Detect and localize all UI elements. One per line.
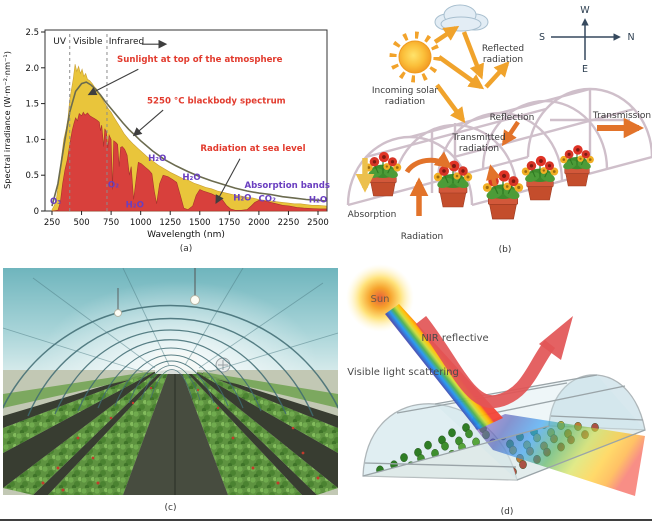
greenhouse-photo <box>3 268 338 495</box>
crop-plant <box>448 428 456 438</box>
panel-a-solar-spectrum: 250 500 750 1000 1250 1500 1750 2000 2250 2500 0 0.… <box>0 0 335 258</box>
x-tick-label: 2250 <box>278 218 300 228</box>
region-label: UV <box>53 37 67 47</box>
y-axis-label: Spectral irradiance (W·m⁻²·nm⁻¹) <box>2 51 12 189</box>
x-tick-label: 2000 <box>248 218 270 228</box>
annotation-arrow <box>215 158 241 204</box>
panel-d-nir-diagram: Sun <box>335 258 652 519</box>
y-tick-label: 2.5 <box>25 28 39 38</box>
radiation-arrows <box>355 25 645 216</box>
crop-plant <box>424 440 432 450</box>
label-nir-reflective: NIR reflective <box>421 333 488 344</box>
chart-annotation: H₂O <box>126 200 144 210</box>
chart-annotation: Sunlight at top of the atmosphere <box>117 55 283 65</box>
chart-annotation: H₂O <box>148 154 166 164</box>
label-transmitted-1: Transmitted <box>451 133 505 143</box>
compass-s: S <box>539 32 545 43</box>
blackbody-curve <box>51 81 327 207</box>
compass: W N S E <box>539 5 635 75</box>
label-reflected-2: radiation <box>483 55 523 65</box>
chart-annotation: Absorption bands <box>244 181 330 191</box>
reflection-arrow <box>501 120 520 147</box>
sun-to-roof-arrow <box>437 55 485 90</box>
caption-c: (c) <box>164 503 177 513</box>
chart-annotation: 5250 °C blackbody spectrum <box>147 97 286 107</box>
hoop-ribs <box>3 304 338 417</box>
radiation-diagram: W N S E Reflected radiation Incoming sol… <box>346 4 652 255</box>
label-radiation: Radiation <box>401 232 444 242</box>
compass-n: N <box>627 32 634 43</box>
y-tick-label: 2.0 <box>25 64 39 74</box>
inner-up-arrow <box>486 164 501 187</box>
exhaust-fan <box>215 357 231 373</box>
crop-plant <box>441 441 449 451</box>
solar-spectrum-chart: 250 500 750 1000 1250 1500 1750 2000 2250 2500 0 0.… <box>2 28 330 254</box>
hanging-lamps <box>114 268 200 317</box>
region-label: Infrared <box>109 37 145 47</box>
incoming-solar-arrow <box>435 83 466 124</box>
y-tick-label: 0.5 <box>25 171 39 181</box>
label-incoming-2: radiation <box>385 97 425 107</box>
label-transmitted-2: radiation <box>459 144 499 154</box>
y-tick-label: 0 <box>34 207 39 217</box>
compass-w: W <box>580 5 590 16</box>
x-tick-label: 1000 <box>130 218 152 228</box>
panel-b-radiation-diagram: W N S E Reflected radiation Incoming sol… <box>335 0 652 258</box>
chart-annotation: H₂O <box>233 193 251 203</box>
y-tick-label: 1.5 <box>25 100 39 110</box>
convection-arc-arrow <box>404 151 453 174</box>
x-tick-label: 1500 <box>189 218 211 228</box>
chart-annotation: O₂ <box>108 180 119 190</box>
chart-annotation: H₂O <box>309 195 327 205</box>
cloud-icon <box>434 4 489 32</box>
purlins <box>3 268 338 373</box>
annotation-arrow <box>87 68 139 96</box>
x-tick-label: 750 <box>103 218 119 228</box>
chart-annotation: H₂O <box>182 173 200 183</box>
label-absorption: Absorption <box>348 210 397 220</box>
label-visible-scattering: Visible light scattering <box>347 367 459 378</box>
x-tick-label: 2500 <box>307 218 329 228</box>
annotation-arrow <box>132 109 164 137</box>
nir-reflect-arrow <box>415 315 573 409</box>
left-wall-plants <box>3 372 147 408</box>
label-transmission: Transmission <box>592 111 651 121</box>
crop-beds <box>3 370 338 495</box>
y-tick-label: 1.0 <box>25 135 39 145</box>
crop-plant <box>400 453 408 463</box>
label-incoming-1: Incoming solar <box>372 86 439 96</box>
x-tick-label: 500 <box>73 218 89 228</box>
sun-to-cloud-arrow <box>433 25 460 44</box>
chart-annotation: O₃ <box>50 197 61 207</box>
sun-label: Sun <box>370 294 389 305</box>
crop-plant <box>519 460 527 470</box>
x-tick-label: 1750 <box>219 218 241 228</box>
nir-diagram: Sun <box>346 264 646 517</box>
crop-plant <box>465 429 473 439</box>
reflected-radiation-arrow <box>484 61 510 89</box>
strawberries <box>41 386 320 492</box>
label-reflected-1: Reflected <box>482 44 524 54</box>
x-tick-label: 1250 <box>159 218 181 228</box>
caption-d: (d) <box>501 507 514 517</box>
cloud-down-arrow <box>461 31 485 80</box>
label-reflection: Reflection <box>490 113 535 123</box>
x-axis-label: Wavelength (nm) <box>147 230 225 240</box>
sun-icon <box>389 31 441 83</box>
chart-annotation: Radiation at sea level <box>200 144 305 154</box>
chart-annotation: CO₂ <box>258 195 276 205</box>
caption-a: (a) <box>180 244 193 254</box>
compass-e: E <box>582 64 588 75</box>
spectrum-plot-area: 250 500 750 1000 1250 1500 1750 2000 2250 2500 0 0.… <box>2 28 330 240</box>
x-tick-label: 250 <box>44 218 60 228</box>
series-area-1 <box>51 111 327 212</box>
region-label: Visible <box>73 37 103 47</box>
panel-c-greenhouse-photo: (c) <box>0 268 341 519</box>
caption-b: (b) <box>499 245 512 255</box>
